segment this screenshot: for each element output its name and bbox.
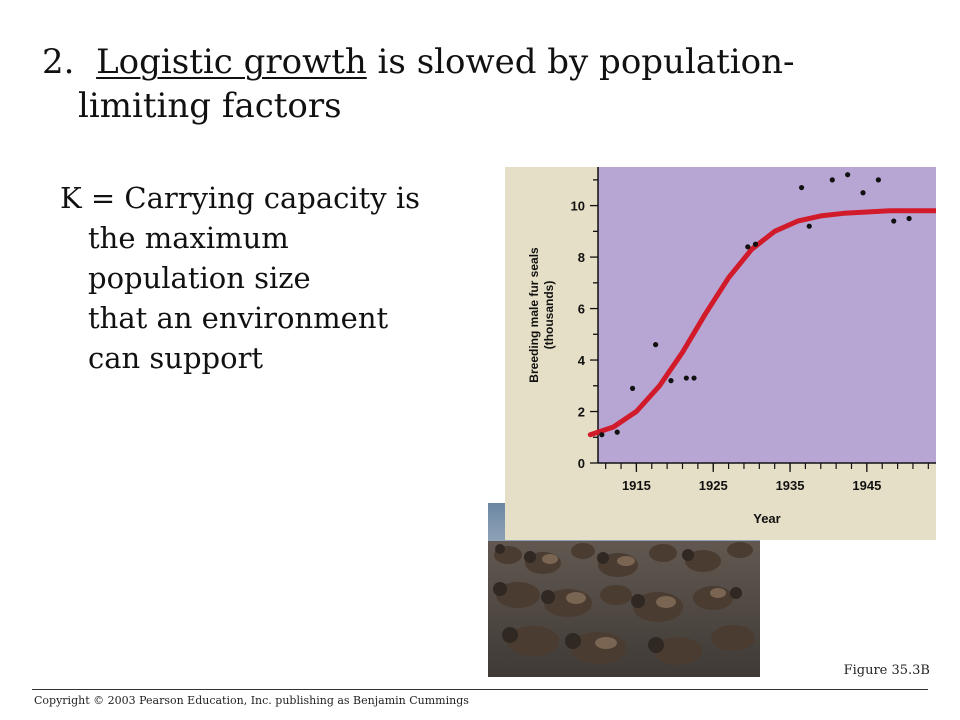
seal-population-chart: 0 2 4 6 8 10 1915 1925 1935 1945 Breeding male f… — [505, 167, 939, 540]
slide-title: 2. Logistic growth is slowed by populati… — [42, 40, 922, 128]
plot-area — [598, 167, 936, 463]
bullet-line2: the maximum — [88, 221, 289, 255]
footer-divider — [32, 689, 928, 690]
data-point — [798, 184, 805, 191]
data-point — [829, 177, 835, 183]
bullet-line3: population size — [88, 261, 311, 295]
y-axis: 0 2 4 6 8 10 — [571, 179, 598, 471]
x-tick-label: 1915 — [622, 478, 651, 493]
data-point — [875, 177, 881, 183]
bullet-line5: can support — [88, 341, 264, 375]
y-tick-label: 8 — [578, 250, 585, 265]
bullet-line1: K = Carrying capacity is — [60, 181, 421, 215]
y-tick-label: 4 — [578, 353, 586, 368]
x-tick-label: 1935 — [776, 478, 805, 493]
data-point — [691, 375, 697, 381]
title-line2: limiting factors — [78, 86, 342, 126]
data-point — [752, 241, 759, 247]
y-axis-label-unit: (thousands) — [542, 281, 556, 350]
data-point — [599, 432, 605, 438]
y-tick-label: 6 — [578, 302, 585, 317]
data-point — [906, 215, 912, 222]
data-point — [891, 218, 897, 224]
x-axis: 1915 1925 1935 1945 — [605, 463, 929, 493]
data-point — [614, 429, 620, 435]
logistic-curve — [587, 208, 939, 438]
data-point — [668, 378, 674, 384]
y-tick-label: 2 — [578, 405, 585, 420]
data-point — [745, 244, 751, 250]
bullet-text: K = Carrying capacity is the maximum pop… — [60, 178, 480, 378]
copyright-notice: Copyright © 2003 Pearson Education, Inc.… — [34, 694, 469, 707]
title-rest: is slowed by population- — [366, 42, 795, 82]
data-point — [653, 342, 659, 348]
y-tick-label: 0 — [578, 456, 585, 471]
chart-svg: 0 2 4 6 8 10 1915 1925 1935 1945 Breeding male f… — [505, 167, 939, 540]
title-underlined-term: Logistic growth — [96, 42, 367, 82]
x-tick-label: 1925 — [699, 478, 728, 493]
y-tick-label: 10 — [571, 199, 585, 214]
data-point — [845, 172, 851, 178]
y-axis-label: Breeding male fur seals — [527, 247, 541, 383]
x-axis-label: Year — [753, 511, 780, 526]
figure-label: Figure 35.3B — [843, 663, 930, 678]
data-point — [806, 223, 812, 229]
data-points — [599, 172, 912, 438]
data-point — [683, 375, 689, 381]
x-tick-label: 1945 — [852, 478, 881, 493]
data-point — [860, 190, 866, 196]
title-number: 2. — [42, 42, 75, 82]
bullet-line4: that an environment — [88, 301, 389, 335]
data-point — [629, 385, 636, 391]
